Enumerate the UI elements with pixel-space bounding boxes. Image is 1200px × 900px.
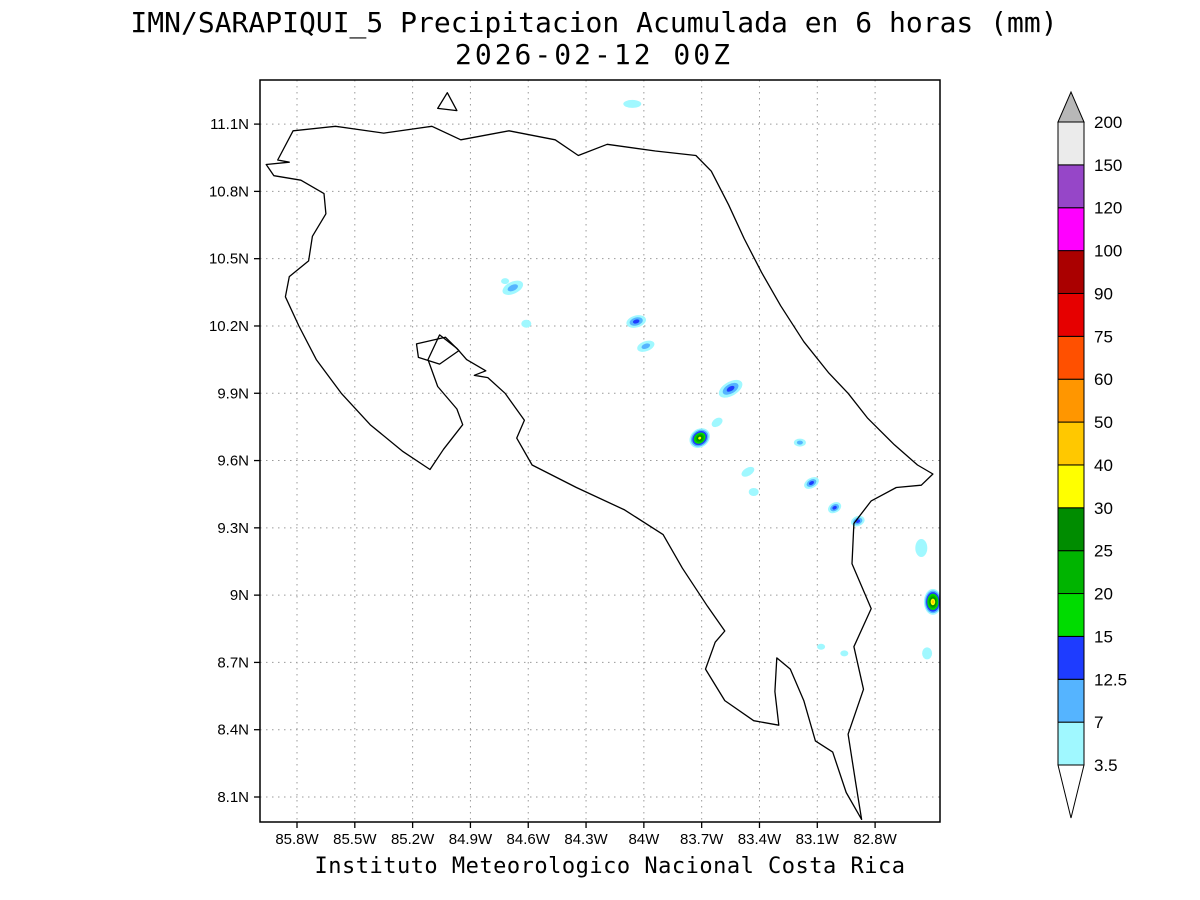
precip-cell (521, 319, 532, 328)
colorbar-tick-label: 7 (1094, 713, 1103, 732)
y-tick-label: 8.7N (217, 654, 249, 671)
colorbar-segment (1057, 464, 1085, 509)
footer-caption: Instituto Meteorologico Nacional Costa R… (314, 854, 906, 879)
colorbar-arrow-bottom (1057, 764, 1085, 819)
colorbar-arrow-top (1057, 90, 1085, 123)
colorbar-tick-label: 150 (1094, 156, 1122, 175)
colorbar-segment (1057, 635, 1085, 680)
x-tick-label: 82.8W (853, 831, 897, 848)
precipitation-blobs (501, 99, 940, 660)
chart-subtitle: 2026-02-12 00Z (454, 38, 733, 71)
x-tick-label: 84.3W (564, 831, 608, 848)
colorbar-tick-label: 25 (1094, 542, 1113, 561)
colorbar-tick-label: 75 (1094, 327, 1113, 346)
precip-cell (726, 385, 735, 392)
x-tick-label: 84W (628, 831, 660, 848)
colorbar-tick-label: 30 (1094, 499, 1113, 518)
y-tick-label: 10.2N (209, 318, 249, 335)
colorbar-segment (1057, 550, 1085, 595)
precip-cell (840, 650, 849, 657)
x-tick-label: 85.2W (391, 831, 435, 848)
colorbar-segment (1057, 721, 1085, 766)
y-tick-label: 9.3N (217, 520, 249, 537)
y-tick-label: 10.8N (209, 183, 249, 200)
axis-labels: 85.8W 85.5W 85.2W 84.9W 84.6W 84.3W 84W 83.7W 83… (209, 116, 898, 848)
costa-rica-mainland (265, 125, 934, 821)
lake-island (437, 92, 458, 112)
colorbar-labels: 3.5 7 12.5 15 20 25 30 40 50 60 75 90 100 120 150 200 (1094, 113, 1127, 775)
coastlines (265, 92, 934, 821)
colorbar-segment (1057, 678, 1085, 723)
precip-cell (748, 488, 759, 496)
map-layer (265, 92, 940, 821)
precip-cell (711, 417, 723, 428)
precip-cell (832, 505, 837, 510)
x-tick-label: 85.5W (333, 831, 377, 848)
colorbar-segment (1057, 292, 1085, 337)
colorbar-tick-label: 90 (1094, 285, 1113, 304)
colorbar-tick-label: 60 (1094, 370, 1113, 389)
x-tick-label: 84.6W (507, 831, 551, 848)
plot-frame (259, 79, 941, 823)
precip-cell (809, 481, 814, 485)
colorbar-tick-label: 50 (1094, 413, 1113, 432)
y-tick-label: 8.1N (217, 789, 249, 806)
precip-cell (641, 343, 651, 350)
colorbar-tick-label: 120 (1094, 199, 1122, 218)
precip-cell (501, 278, 510, 285)
y-tick-label: 10.5N (209, 251, 249, 268)
precip-cell (741, 466, 755, 477)
colorbar-segment (1057, 335, 1085, 380)
colorbar (1057, 90, 1085, 819)
x-tick-label: 83.4W (738, 831, 782, 848)
y-tick-label: 9.9N (217, 385, 249, 402)
colorbar-segment (1057, 378, 1085, 423)
x-tick-label: 85.8W (275, 831, 319, 848)
precip-cell (915, 539, 928, 557)
precip-cell (698, 436, 702, 440)
colorbar-tick-label: 40 (1094, 456, 1113, 475)
y-tick-label: 8.4N (217, 722, 249, 739)
precip-cell (507, 284, 518, 292)
precip-cell (922, 647, 933, 660)
colorbar-segment (1057, 164, 1085, 209)
axis-ticks (254, 123, 876, 828)
y-tick-label: 11.1N (210, 116, 249, 133)
x-tick-label: 83.1W (796, 831, 840, 848)
isla-chira (415, 336, 460, 365)
x-tick-label: 84.9W (449, 831, 493, 848)
colorbar-segment (1057, 207, 1085, 252)
colorbar-segment (1057, 121, 1085, 166)
y-tick-label: 9.6N (217, 453, 249, 470)
colorbar-segment (1057, 507, 1085, 552)
colorbar-segment (1057, 593, 1085, 637)
colorbar-tick-label: 100 (1094, 242, 1122, 261)
colorbar-tick-label: 20 (1094, 585, 1113, 604)
chart-title: IMN/SARAPIQUI_5 Precipitacion Acumulada … (130, 6, 1058, 39)
precip-cell (632, 319, 640, 324)
precip-cell (623, 99, 642, 108)
y-tick-label: 9N (230, 587, 249, 604)
colorbar-tick-label: 200 (1094, 113, 1122, 132)
colorbar-tick-label: 12.5 (1094, 670, 1127, 689)
grid-lines (260, 80, 940, 822)
precip-cell (817, 643, 826, 650)
colorbar-tick-label: 3.5 (1094, 756, 1118, 775)
colorbar-segment (1057, 421, 1085, 466)
precip-cell (931, 600, 935, 604)
colorbar-segment (1057, 250, 1085, 294)
colorbar-tick-label: 15 (1094, 627, 1113, 646)
x-tick-label: 83.7W (680, 831, 724, 848)
precip-cell (796, 440, 803, 445)
